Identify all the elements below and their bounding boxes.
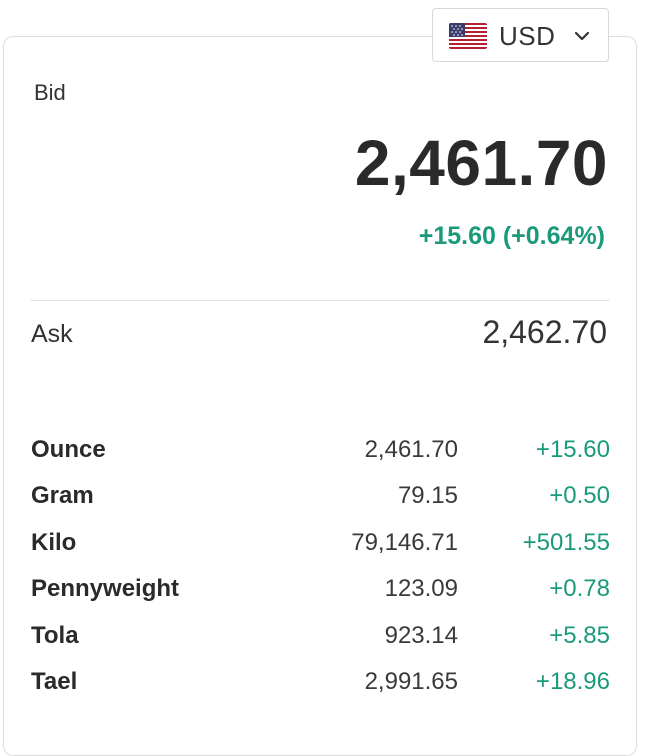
unit-change: +18.96 [535, 667, 610, 695]
divider [30, 300, 610, 301]
unit-name: Tael [31, 667, 78, 695]
bid-change: +15.60 (+0.64%) [418, 222, 605, 250]
unit-change: +0.78 [549, 575, 610, 603]
unit-price-table: Ounce 2,461.70 +15.60 Gram 79.15 +0.50 K… [31, 432, 611, 710]
unit-change: +15.60 [535, 436, 610, 463]
table-row: Gram 79.15 +0.50 [31, 478, 611, 524]
table-row: Pennyweight 123.09 +0.78 [31, 571, 611, 617]
ask-label: Ask [31, 320, 73, 348]
currency-dropdown[interactable]: USD [432, 8, 609, 62]
price-card [3, 36, 637, 756]
us-flag-icon [449, 23, 487, 49]
unit-price: 123.09 [384, 575, 458, 603]
unit-price: 2,991.65 [364, 667, 458, 695]
bid-price: 2,461.70 [354, 127, 608, 199]
unit-price: 79,146.71 [351, 528, 458, 556]
unit-change: +501.55 [522, 528, 610, 556]
unit-name: Kilo [31, 528, 77, 556]
unit-change: +0.50 [549, 482, 610, 510]
unit-name: Ounce [31, 436, 106, 463]
table-row: Kilo 79,146.71 +501.55 [31, 525, 611, 571]
unit-price: 923.14 [384, 621, 458, 649]
unit-change: +5.85 [549, 621, 610, 649]
unit-name: Tola [31, 621, 79, 649]
table-row: Tael 2,991.65 +18.96 [31, 664, 611, 710]
currency-code: USD [499, 21, 556, 51]
unit-price: 79.15 [397, 482, 458, 510]
unit-price: 2,461.70 [364, 436, 458, 463]
bid-label: Bid [34, 80, 66, 105]
unit-name: Gram [31, 482, 94, 510]
ask-price: 2,462.70 [482, 314, 607, 350]
table-row: Tola 923.14 +5.85 [31, 618, 611, 664]
unit-name: Pennyweight [31, 575, 180, 603]
table-row: Ounce 2,461.70 +15.60 [31, 432, 611, 478]
chevron-down-icon [573, 27, 591, 45]
